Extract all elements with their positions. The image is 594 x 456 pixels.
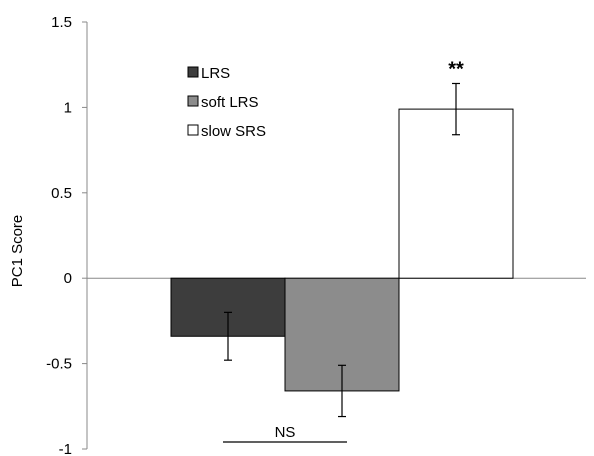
legend: LRS soft LRS slow SRS: [187, 65, 266, 140]
legend-label: slow SRS: [201, 123, 266, 140]
y-tick-label: -0.5: [46, 356, 72, 373]
y-ticks: 1.5 1 0.5 0 -0.5 -1: [46, 14, 87, 456]
ns-annotation: NS: [275, 424, 296, 441]
annotations: ** NS: [223, 58, 464, 443]
legend-swatch: [187, 124, 199, 136]
legend-label: soft LRS: [201, 94, 259, 111]
y-tick-label: -1: [59, 441, 72, 456]
y-tick-label: 1.5: [51, 14, 72, 31]
legend-swatch: [187, 66, 199, 78]
y-tick-label: 0.5: [51, 185, 72, 202]
bars: [170, 108, 514, 392]
legend-swatch: [187, 95, 199, 107]
bar: [398, 108, 514, 279]
y-tick-label: 0: [64, 270, 72, 287]
y-axis-title: PC1 Score: [9, 215, 26, 288]
y-tick-label: 1: [64, 99, 72, 116]
error-bars: [224, 82, 460, 418]
legend-label: LRS: [201, 65, 230, 82]
significance-annotation: **: [448, 58, 464, 80]
